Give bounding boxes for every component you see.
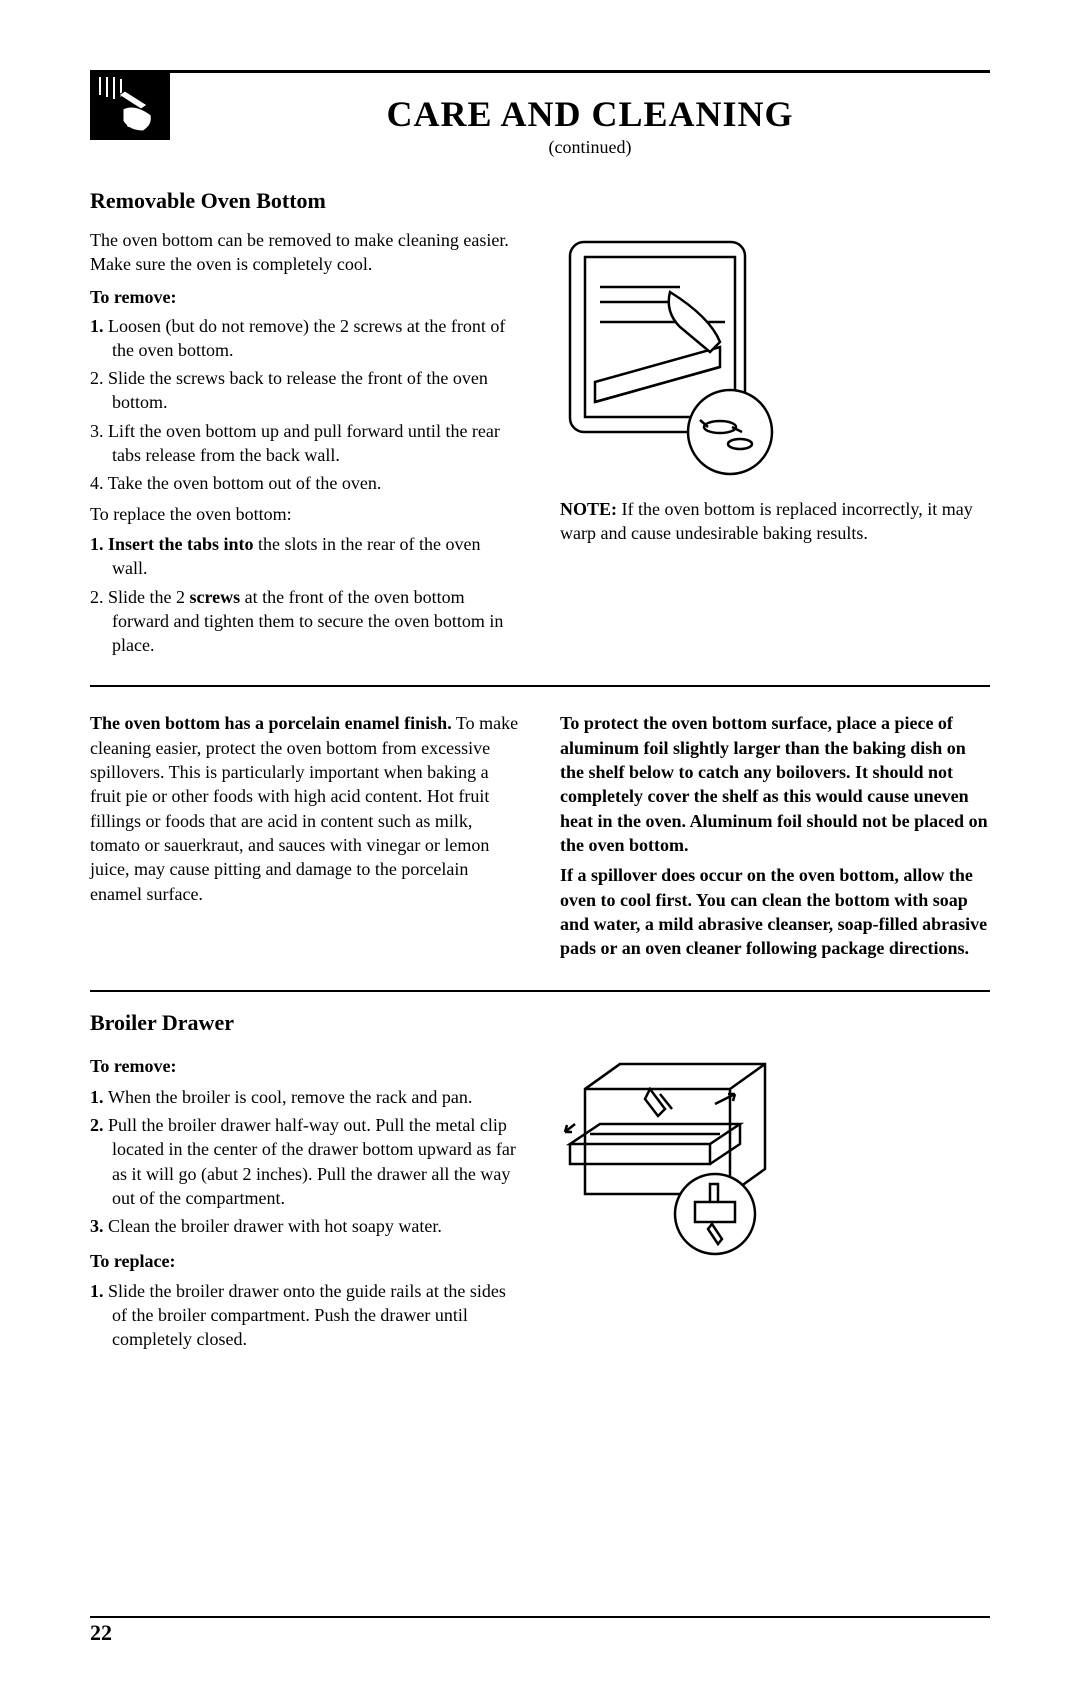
list-item: 1. Insert the tabs into the slots in the… (90, 532, 520, 581)
enamel-left-column: The oven bottom has a porcelain enamel f… (90, 705, 520, 966)
page-header: CARE AND CLEANING (continued) (90, 70, 990, 158)
broiler-replace-label: To replace: (90, 1249, 520, 1273)
section2-columns: To remove: 1. When the broiler is cool, … (90, 1044, 990, 1355)
header-title-block: CARE AND CLEANING (continued) (190, 73, 990, 158)
horizontal-rule (90, 990, 990, 992)
list-item: 2. Slide the screws back to release the … (90, 366, 520, 415)
list-item: 1. When the broiler is cool, remove the … (90, 1085, 520, 1109)
section-title-removable-oven-bottom: Removable Oven Bottom (90, 188, 990, 214)
enamel-paragraph: The oven bottom has a porcelain enamel f… (90, 711, 520, 905)
broiler-remove-steps: 1. When the broiler is cool, remove the … (90, 1085, 520, 1239)
list-item: 1. Slide the broiler drawer onto the gui… (90, 1279, 520, 1352)
list-item: 1. Loosen (but do not remove) the 2 scre… (90, 314, 520, 363)
section2-left-column: To remove: 1. When the broiler is cool, … (90, 1044, 520, 1355)
enamel-columns: The oven bottom has a porcelain enamel f… (90, 705, 990, 966)
section1-left-column: The oven bottom can be removed to make c… (90, 222, 520, 661)
page-title: CARE AND CLEANING (190, 93, 990, 135)
page-subtitle: (continued) (190, 137, 990, 158)
replace-steps-list: 1. Insert the tabs into the slots in the… (90, 532, 520, 657)
page-number-rule: 22 (90, 1616, 990, 1646)
broiler-replace-steps: 1. Slide the broiler drawer onto the gui… (90, 1279, 520, 1352)
list-item: 3. Lift the oven bottom up and pull forw… (90, 419, 520, 468)
section1-right-column: NOTE: If the oven bottom is replaced inc… (560, 222, 990, 661)
horizontal-rule (90, 685, 990, 687)
list-item: 4. Take the oven bottom out of the oven. (90, 471, 520, 495)
broiler-remove-label: To remove: (90, 1054, 520, 1078)
section2-right-column (560, 1044, 990, 1355)
page: CARE AND CLEANING (continued) Removable … (0, 0, 1080, 1706)
oven-bottom-illustration (560, 232, 990, 487)
enamel-right-column: To protect the oven bottom surface, plac… (560, 705, 990, 966)
remove-steps-list: 1. Loosen (but do not remove) the 2 scre… (90, 314, 520, 496)
section-title-broiler-drawer: Broiler Drawer (90, 1010, 990, 1036)
protect-paragraph: To protect the oven bottom surface, plac… (560, 711, 990, 857)
note-text: If the oven bottom is replaced incorrect… (560, 499, 973, 543)
note-label: NOTE: (560, 499, 617, 519)
list-item: 2. Pull the broiler drawer half-way out.… (90, 1113, 520, 1210)
broiler-drawer-illustration (560, 1054, 990, 1269)
section1-columns: The oven bottom can be removed to make c… (90, 222, 990, 661)
note-block: NOTE: If the oven bottom is replaced inc… (560, 497, 990, 546)
spillover-paragraph: If a spillover does occur on the oven bo… (560, 863, 990, 960)
to-replace-label: To replace the oven bottom: (90, 502, 520, 526)
to-remove-label: To remove: (90, 287, 520, 308)
list-item: 2. Slide the 2 screws at the front of th… (90, 585, 520, 658)
list-item: 3. Clean the broiler drawer with hot soa… (90, 1214, 520, 1238)
section1-intro: The oven bottom can be removed to make c… (90, 228, 520, 277)
page-number: 22 (90, 1618, 990, 1646)
cleaning-icon (90, 70, 170, 140)
